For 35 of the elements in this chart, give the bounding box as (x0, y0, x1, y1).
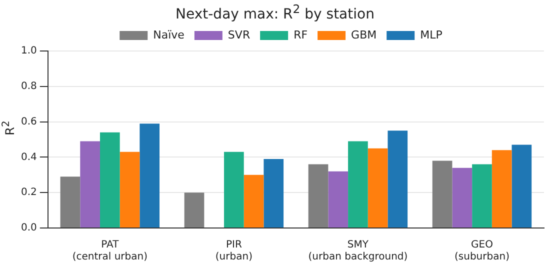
legend-label: Naïve (153, 28, 185, 42)
chart-title: Next-day max: R$^{2}$ by station (174, 2, 376, 23)
y-tick-label: 1.0 (20, 46, 37, 57)
bar (328, 171, 348, 228)
legend-label: MLP (420, 28, 443, 42)
bar (140, 124, 160, 228)
y-tick-label: 0.4 (20, 152, 37, 163)
legend-label: GBM (351, 28, 377, 42)
bar (388, 130, 408, 228)
bar (60, 176, 80, 228)
bar (120, 152, 140, 228)
bar (80, 141, 100, 228)
legend-label: SVR (228, 28, 250, 42)
y-tick-label: 0.0 (20, 222, 37, 234)
legend-label: RF (294, 28, 308, 42)
bar (308, 164, 328, 228)
bar (368, 148, 388, 228)
x-tick-label: SMY (urban background) (308, 240, 408, 263)
bar (264, 158, 284, 228)
bar (452, 168, 472, 228)
bar (244, 174, 264, 228)
bar (492, 150, 512, 228)
bar (432, 160, 452, 228)
bar (224, 152, 244, 228)
bar (100, 132, 120, 228)
x-tick-label: PIR (urban) (215, 240, 253, 263)
bar (184, 192, 204, 228)
y-tick-label: 0.6 (20, 116, 37, 128)
y-tick-label: 0.8 (20, 80, 37, 92)
bar (472, 164, 492, 228)
y-tick-label: 0.2 (20, 187, 37, 198)
x-tick-label: GEO (suburban) (454, 240, 510, 263)
bar (348, 141, 368, 228)
x-tick-label: PAT (central urban) (72, 240, 148, 263)
bar (512, 144, 532, 228)
